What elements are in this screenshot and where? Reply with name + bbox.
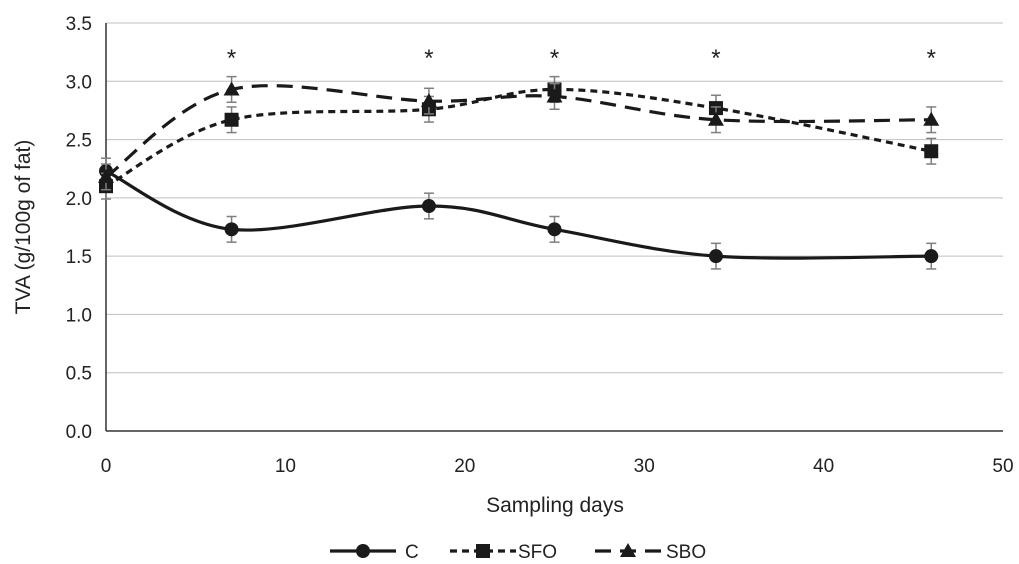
legend-item-sbo: SBO [595,542,706,563]
legend-item-c: C [330,542,419,563]
x-tick-label: 0 [101,456,112,477]
series-line-c [105,169,932,260]
data-point-sbo [707,111,724,126]
series-layer [98,75,940,270]
data-point-c [924,249,939,264]
legend-item-sfo: SFO [450,542,557,563]
legend: C SFO SBO [330,542,706,563]
y-tick-label: 1.5 [66,247,92,268]
data-point-c [224,222,239,237]
legend-label-sfo: SFO [518,542,557,563]
data-point-c [421,199,436,214]
x-tick-label: 50 [992,456,1013,477]
series-sbo [98,75,940,191]
y-tick-label: 3.0 [66,72,92,93]
series-line-sbo [105,84,932,179]
y-tick-label: 0.0 [66,422,92,443]
y-axis-label: TVA (g/100g of fat) [12,140,35,315]
annotations: * * * * * [227,45,936,72]
data-point-sfo [924,144,939,159]
x-tick-label: 20 [454,456,475,477]
legend-label-c: C [405,542,419,563]
y-tick-label: 2.5 [66,131,92,152]
y-tick-label: 3.5 [66,14,92,35]
y-tick-labels: 0.0 0.5 1.0 1.5 2.0 2.5 3.0 3.5 [66,14,92,443]
legend-marker-c [356,544,370,558]
legend-marker-sbo [620,543,636,557]
x-axis-label: Sampling days [486,494,624,517]
x-tick-label: 10 [275,456,296,477]
significance-marker: * [927,45,936,72]
y-tick-label: 0.5 [66,364,92,385]
significance-marker: * [424,45,433,72]
x-tick-label: 40 [813,456,834,477]
legend-label-sbo: SBO [666,542,706,563]
significance-marker: * [711,45,720,72]
x-tick-labels: 0 10 20 30 40 50 [101,456,1014,477]
series-line-sfo [105,87,932,188]
x-tick-label: 30 [634,456,655,477]
data-point-sbo [420,93,437,108]
axes [105,23,1003,432]
data-point-sbo [98,168,114,183]
data-point-sfo [224,112,239,127]
significance-marker: * [227,45,236,72]
data-point-sbo [546,88,563,103]
data-point-c [547,222,562,237]
y-tick-label: 1.0 [66,305,92,326]
data-point-sbo [923,111,940,126]
series-c [99,157,939,270]
data-point-sbo [223,81,240,96]
y-tick-label: 2.0 [66,189,92,210]
significance-marker: * [550,45,559,72]
legend-marker-sfo [476,544,490,558]
grid [106,22,1003,374]
data-point-c [708,249,723,264]
